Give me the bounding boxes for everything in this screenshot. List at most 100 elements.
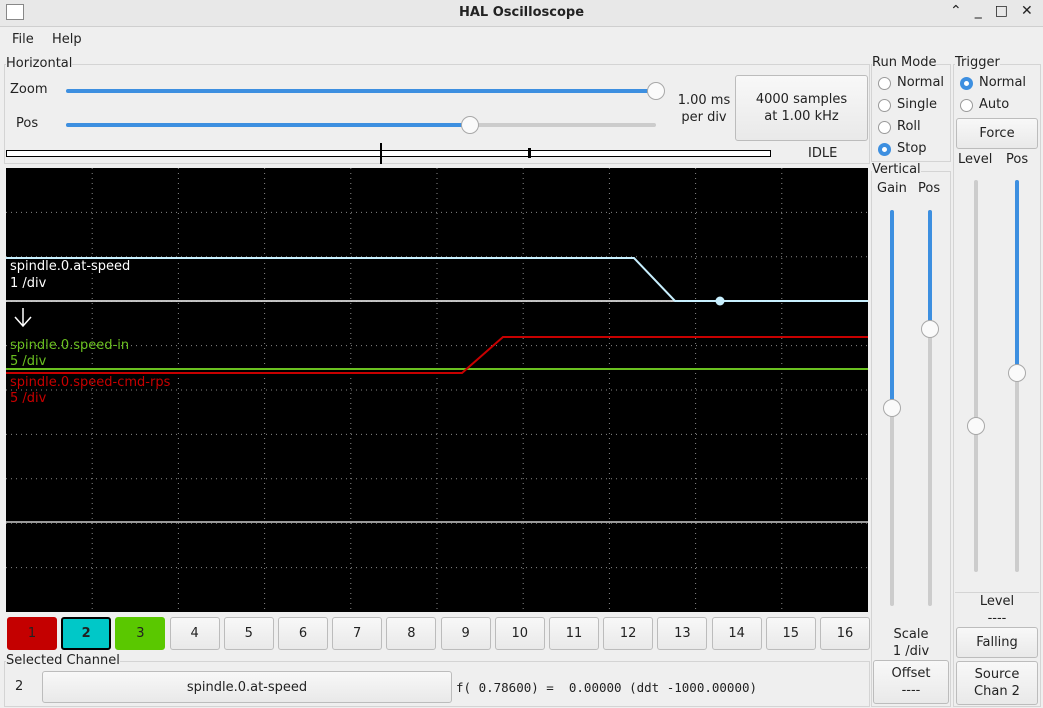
zoom-knob[interactable] [647,82,665,100]
readout: f( 0.78600) = 0.00000 (ddt -1000.00000) [456,680,758,695]
scale-label: Scale [893,627,929,642]
horizontal-group [4,64,870,164]
button-line: ---- [901,683,921,698]
vpos-knob[interactable] [921,320,939,338]
level-display: Level ---- [955,592,1039,627]
tpos-knob[interactable] [1008,364,1026,382]
channel-button[interactable]: 10 [494,617,545,650]
level-slider[interactable] [974,180,978,572]
menu-file[interactable]: File [12,32,34,47]
screen [6,168,868,612]
button-line: Chan 2 [974,684,1020,699]
button-line: at 1.00 kHz [764,109,839,124]
channel-button[interactable]: 5 [223,617,274,650]
level-label: Level [958,152,993,167]
window-title: HAL Oscilloscope [458,5,585,20]
button-text: Force [979,126,1015,141]
channel-button[interactable]: 13 [657,617,708,650]
rate-line: 1.00 ms [677,93,731,108]
channel-button[interactable]: 7 [332,617,383,650]
scope-display: spindle.0.at-speed 1 /div spindle.0.spee… [6,168,868,612]
trace-name: spindle.0.speed-in [10,338,129,353]
pos-label: Pos [918,181,941,196]
channel-number: 2 [15,679,24,694]
pos-label: Pos [1006,152,1029,167]
channel-button[interactable]: 11 [549,617,599,650]
channel-button[interactable]: 6 [278,617,328,650]
channel-name-button[interactable]: spindle.0.at-speed [42,671,452,703]
trace-name: spindle.0.speed-cmd-rps [10,375,171,390]
samples-button[interactable]: 4000 samples at 1.00 kHz [735,75,868,141]
channel-button[interactable]: 12 [603,617,654,650]
vpos-slider[interactable] [928,210,932,606]
channel-button[interactable]: 8 [386,617,437,650]
pos-knob[interactable] [461,116,479,134]
gain-knob[interactable] [883,399,901,417]
trace-scale: 1 /div [10,276,47,291]
radio-label[interactable]: Stop [897,141,927,156]
force-button[interactable]: Force [956,118,1038,149]
button-text: spindle.0.at-speed [186,679,308,695]
title-bar [0,0,1043,27]
marker [528,148,531,158]
level-value: ---- [987,611,1007,626]
window-controls[interactable]: ⌃_□✕ [950,3,1043,19]
button-line: Offset [891,666,931,681]
selected-group [4,661,870,707]
bar [6,150,771,157]
scale-display: Scale 1 /div [872,626,950,660]
trace-name: spindle.0.at-speed [10,259,130,274]
channel-button[interactable]: 14 [711,617,762,650]
level-knob[interactable] [967,417,985,435]
level-title: Level [979,594,1015,609]
group-label: Horizontal [6,56,73,71]
gain-fill [890,210,894,408]
status: IDLE [808,146,838,161]
radio-label[interactable]: Normal [979,75,1027,90]
group-label: Vertical [872,162,921,177]
group-label: Run Mode [872,55,937,70]
channel-button[interactable]: 4 [169,617,220,650]
trace-at-speed [6,257,868,302]
radio-button[interactable] [878,99,891,112]
radio-button[interactable] [878,77,891,90]
position-bar [6,143,771,164]
group-label: Selected Channel [6,653,120,668]
radio-label[interactable]: Roll [897,119,921,134]
cursor-dot [715,296,725,306]
channel-button[interactable]: 16 [820,617,870,650]
button-text: Falling [976,635,1018,650]
group-label: Trigger [955,55,1000,70]
channel-button[interactable]: 15 [765,617,816,650]
grid [6,168,868,612]
radio-button[interactable] [960,77,973,90]
vpos-fill [928,210,932,329]
menu-help[interactable]: Help [52,32,82,47]
tpos-fill [1015,180,1019,373]
trace-speed-cmd [6,336,868,374]
radio-button[interactable] [960,99,973,112]
rate-line: per div [681,110,727,125]
zoom-label: Zoom [10,82,48,97]
radio-label[interactable]: Single [897,97,937,112]
source-button[interactable]: Source Chan 2 [956,661,1038,705]
window-icon [6,4,24,20]
offset-button[interactable]: Offset ---- [873,660,949,704]
scale-value: 1 /div [892,644,930,659]
radio-button[interactable] [878,121,891,134]
radio-label[interactable]: Auto [979,97,1010,112]
radio-label[interactable]: Normal [897,75,945,90]
zoom-slider[interactable] [66,89,656,93]
offset-arrow [14,308,32,328]
rate-label: 1.00 ms per div [670,92,738,126]
button-line: 4000 samples [755,92,848,107]
channel-button[interactable]: 9 [440,617,491,650]
edge-button[interactable]: Falling [956,627,1038,658]
button-line: Source [974,667,1020,682]
channel-button[interactable]: 1 [7,617,57,650]
radio-button[interactable] [878,143,891,156]
trace-scale: 5 /div [10,391,47,406]
channel-button[interactable]: 3 [115,617,166,650]
channel-button[interactable]: 2 [61,617,112,650]
